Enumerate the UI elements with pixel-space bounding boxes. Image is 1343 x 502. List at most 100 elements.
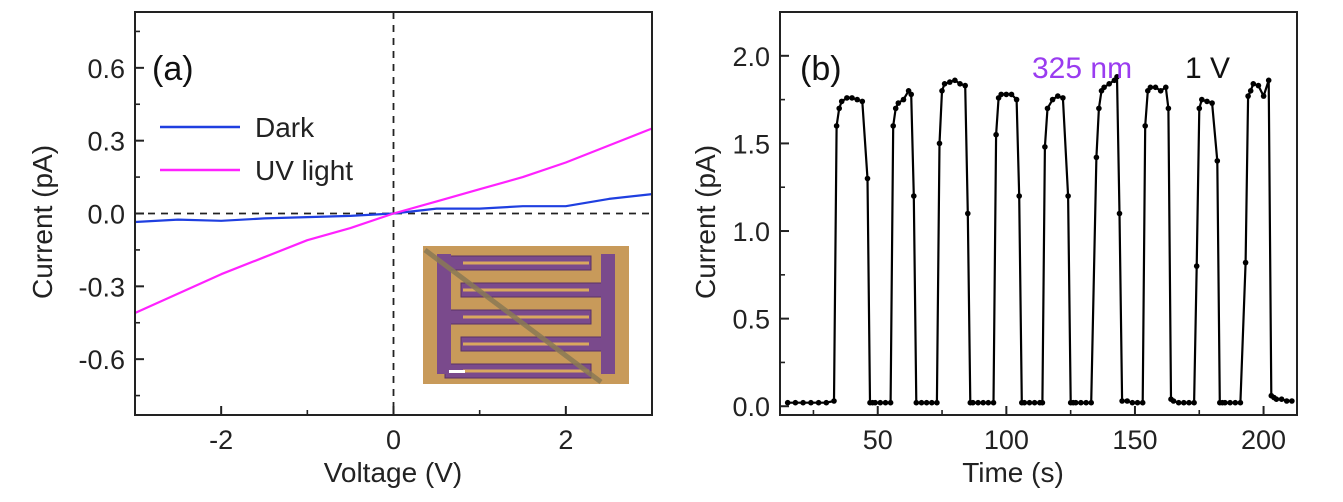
x-tick-label: 200	[1241, 425, 1286, 455]
data-point	[918, 399, 925, 406]
y-tick-label: -0.6	[78, 345, 125, 375]
electrode-bus-left	[437, 254, 451, 374]
data-point	[980, 399, 986, 406]
y-tick-label: 0.5	[732, 305, 770, 335]
data-point	[1073, 399, 1079, 406]
data-point	[1049, 96, 1056, 103]
data-point	[1116, 210, 1123, 217]
annotation-wavelength: 325 nm	[1032, 52, 1132, 85]
data-point	[998, 91, 1004, 98]
data-point	[957, 81, 963, 87]
data-point	[1016, 193, 1022, 199]
y-tick-label: 1.5	[732, 129, 770, 159]
data-point	[934, 399, 940, 406]
y-axis-label-a: Current (pA)	[27, 145, 58, 299]
data-point	[941, 81, 948, 87]
data-point	[1209, 100, 1215, 106]
data-point	[911, 193, 917, 199]
data-point	[1096, 105, 1102, 112]
panel-label-b: (b)	[800, 50, 842, 88]
data-point	[1026, 399, 1033, 406]
data-point	[1157, 88, 1164, 94]
panel-b: 50 100 150 200 0.0 0.5 1.0 1.5 2.0 (b) 325 nm 1…	[690, 11, 1298, 488]
data-point	[1232, 399, 1239, 406]
x-tick-label: 100	[984, 425, 1029, 455]
x-axis-label-b: Time (s)	[962, 457, 1064, 488]
series-line-uv-light	[134, 127, 653, 315]
data-point	[1181, 399, 1187, 406]
data-point	[970, 399, 976, 406]
data-point	[872, 399, 878, 406]
x-axis-label-a: Voltage (V)	[324, 457, 463, 488]
data-point	[854, 96, 860, 103]
y-tick-label: 0.6	[87, 54, 125, 84]
data-point	[923, 399, 930, 406]
data-point	[962, 82, 968, 89]
data-point	[929, 399, 935, 406]
y-tick-label: 0.0	[87, 200, 125, 230]
data-point	[1214, 158, 1221, 164]
data-point	[1060, 95, 1066, 101]
data-point	[965, 210, 971, 217]
legend-label-dark: Dark	[255, 112, 315, 143]
data-point	[1245, 93, 1251, 99]
x-tick-label: 50	[863, 425, 893, 455]
data-point	[864, 175, 871, 182]
y-tick-label: -0.3	[78, 272, 125, 302]
annotation-bias: 1 V	[1185, 52, 1230, 85]
x-ticks: -2 0 2	[209, 406, 573, 455]
data-point	[1031, 399, 1038, 406]
data-point	[990, 399, 997, 406]
data-point	[947, 79, 953, 85]
data-point	[1124, 398, 1130, 404]
data-point	[1147, 84, 1154, 91]
data-point	[1193, 263, 1200, 269]
data-point	[1083, 399, 1089, 406]
data-point	[1119, 398, 1125, 404]
data-point	[890, 123, 896, 129]
data-point	[975, 399, 981, 406]
legend: Dark UV light	[160, 112, 353, 186]
data-point	[1065, 193, 1071, 199]
data-point	[844, 95, 850, 101]
y-axis-label-b: Current (pA)	[690, 145, 721, 299]
data-point	[887, 399, 894, 406]
data-point	[838, 98, 845, 105]
series-group	[134, 127, 653, 315]
data-point	[849, 95, 855, 101]
data-point	[1222, 399, 1228, 406]
data-point	[1199, 96, 1205, 103]
y-ticks: -0.6 -0.3 0.0 0.3 0.6	[78, 30, 144, 397]
data-point	[1260, 93, 1267, 99]
y-tick-label: 0.3	[87, 127, 125, 157]
data-point	[936, 140, 943, 147]
data-point	[1170, 398, 1177, 404]
x-ticks: 50 100 150 200	[812, 406, 1286, 455]
series-group	[784, 74, 1295, 406]
data-point	[1191, 399, 1197, 406]
data-point	[895, 100, 902, 106]
data-point	[1134, 399, 1141, 406]
data-point	[1163, 84, 1169, 91]
data-point	[1186, 399, 1192, 406]
data-point	[784, 399, 791, 406]
data-point	[1088, 399, 1094, 406]
data-point	[1008, 91, 1015, 98]
data-point	[1013, 96, 1020, 103]
data-point	[1106, 81, 1112, 87]
data-point	[1114, 74, 1120, 80]
data-point	[1003, 91, 1010, 98]
data-point	[831, 398, 837, 404]
data-point	[1175, 399, 1182, 406]
data-point	[823, 399, 830, 406]
data-point	[1039, 399, 1046, 406]
data-point	[1250, 81, 1257, 87]
data-point	[939, 88, 945, 94]
data-point	[1204, 98, 1210, 105]
data-point	[1078, 399, 1084, 406]
data-point	[1139, 399, 1146, 406]
y-tick-label: 2.0	[732, 42, 770, 72]
data-point	[1273, 396, 1280, 403]
